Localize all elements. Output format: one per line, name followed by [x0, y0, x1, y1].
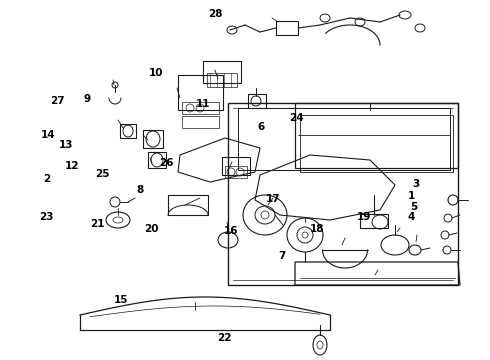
- Text: 15: 15: [114, 294, 129, 305]
- Bar: [248, 94, 266, 108]
- Text: 10: 10: [148, 68, 163, 78]
- Text: 8: 8: [136, 185, 143, 195]
- Text: 13: 13: [59, 140, 74, 150]
- Text: 25: 25: [95, 169, 109, 179]
- Bar: [207, 73, 237, 87]
- Text: 1: 1: [408, 191, 415, 201]
- Bar: [182, 102, 219, 114]
- Bar: [143, 130, 163, 148]
- Bar: [225, 166, 247, 178]
- Text: 11: 11: [196, 99, 211, 109]
- Text: 26: 26: [159, 158, 174, 168]
- Bar: [360, 214, 388, 228]
- Text: 7: 7: [278, 251, 286, 261]
- Text: 22: 22: [217, 333, 232, 343]
- Text: 14: 14: [41, 130, 55, 140]
- Text: 18: 18: [310, 224, 325, 234]
- Text: 16: 16: [224, 226, 239, 236]
- Text: 24: 24: [289, 113, 304, 123]
- Bar: [182, 116, 219, 128]
- Bar: [228, 103, 458, 285]
- Bar: [148, 152, 166, 168]
- Bar: [203, 61, 241, 83]
- Text: 20: 20: [144, 224, 158, 234]
- Text: 4: 4: [408, 212, 416, 222]
- Bar: [276, 21, 298, 35]
- Bar: [300, 115, 453, 172]
- Bar: [120, 124, 136, 138]
- Bar: [238, 108, 450, 170]
- Bar: [222, 157, 250, 175]
- Text: 2: 2: [43, 174, 50, 184]
- Text: 12: 12: [65, 161, 80, 171]
- Text: 21: 21: [90, 219, 104, 229]
- Bar: [178, 75, 223, 110]
- Text: 3: 3: [412, 179, 419, 189]
- Text: 28: 28: [208, 9, 223, 19]
- Text: 23: 23: [39, 212, 54, 222]
- Text: 5: 5: [411, 202, 417, 212]
- Text: 9: 9: [84, 94, 91, 104]
- Text: 27: 27: [50, 96, 65, 106]
- Text: 17: 17: [266, 194, 281, 204]
- Bar: [168, 195, 208, 215]
- Text: 6: 6: [257, 122, 264, 132]
- Bar: [295, 103, 458, 168]
- Text: 19: 19: [356, 212, 371, 222]
